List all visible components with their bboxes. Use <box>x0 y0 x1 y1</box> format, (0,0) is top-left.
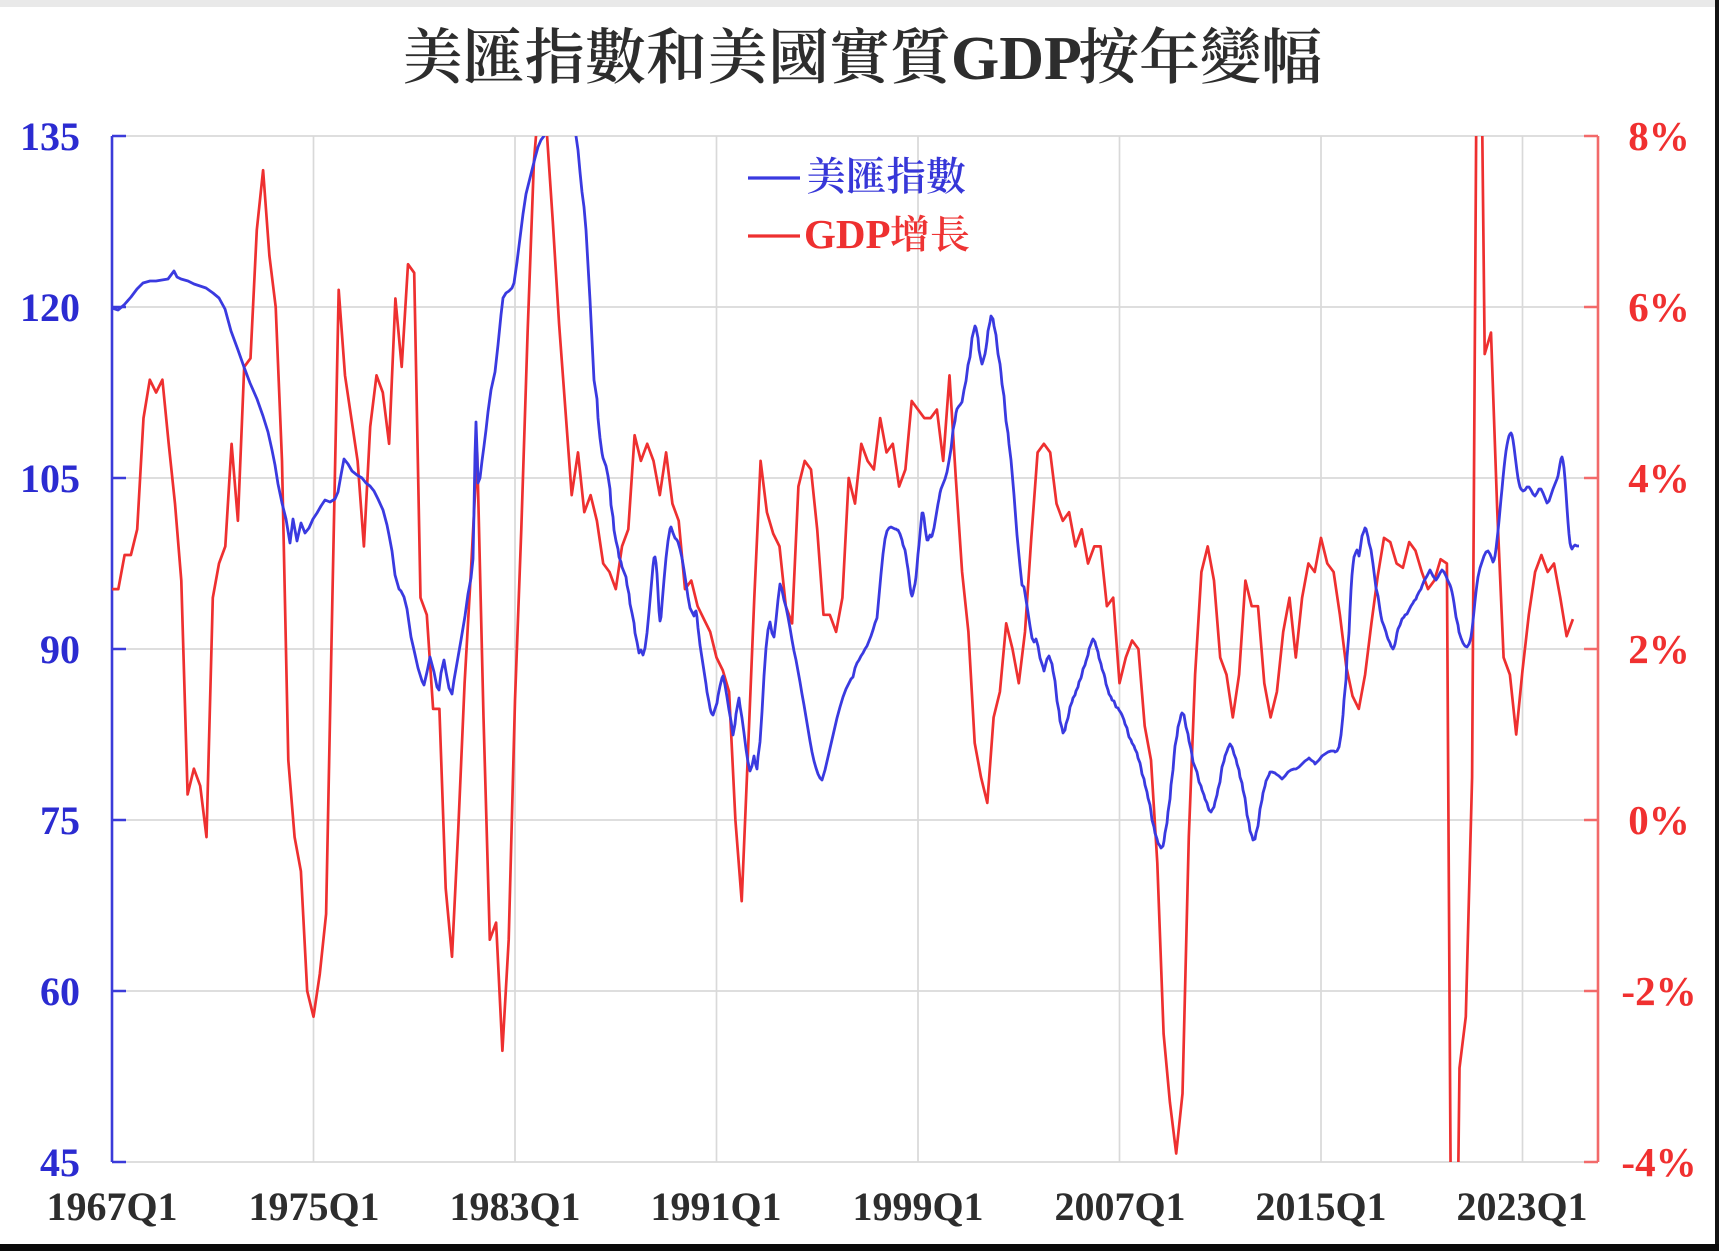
svg-text:-4%: -4% <box>1621 1139 1696 1185</box>
svg-text:2023Q1: 2023Q1 <box>1456 1184 1587 1229</box>
svg-text:8%: 8% <box>1628 113 1690 159</box>
svg-text:120: 120 <box>20 285 80 330</box>
svg-text:0%: 0% <box>1628 797 1690 843</box>
svg-text:-2%: -2% <box>1621 968 1696 1014</box>
svg-text:1991Q1: 1991Q1 <box>650 1184 781 1229</box>
svg-text:2015Q1: 2015Q1 <box>1255 1184 1386 1229</box>
svg-text:GDP: GDP <box>804 211 891 257</box>
svg-text:6%: 6% <box>1628 284 1690 330</box>
svg-text:75: 75 <box>40 798 80 843</box>
svg-text:1975Q1: 1975Q1 <box>248 1184 379 1229</box>
svg-text:135: 135 <box>20 114 80 159</box>
svg-text:GDP: GDP <box>951 25 1082 93</box>
svg-text:90: 90 <box>40 627 80 672</box>
svg-text:4%: 4% <box>1628 455 1690 501</box>
svg-text:1999Q1: 1999Q1 <box>852 1184 983 1229</box>
svg-text:45: 45 <box>40 1140 80 1185</box>
svg-text:2007Q1: 2007Q1 <box>1054 1184 1185 1229</box>
svg-text:60: 60 <box>40 969 80 1014</box>
svg-text:1967Q1: 1967Q1 <box>46 1184 177 1229</box>
svg-text:105: 105 <box>20 456 80 501</box>
svg-text:2%: 2% <box>1628 626 1690 672</box>
svg-text:1983Q1: 1983Q1 <box>449 1184 580 1229</box>
